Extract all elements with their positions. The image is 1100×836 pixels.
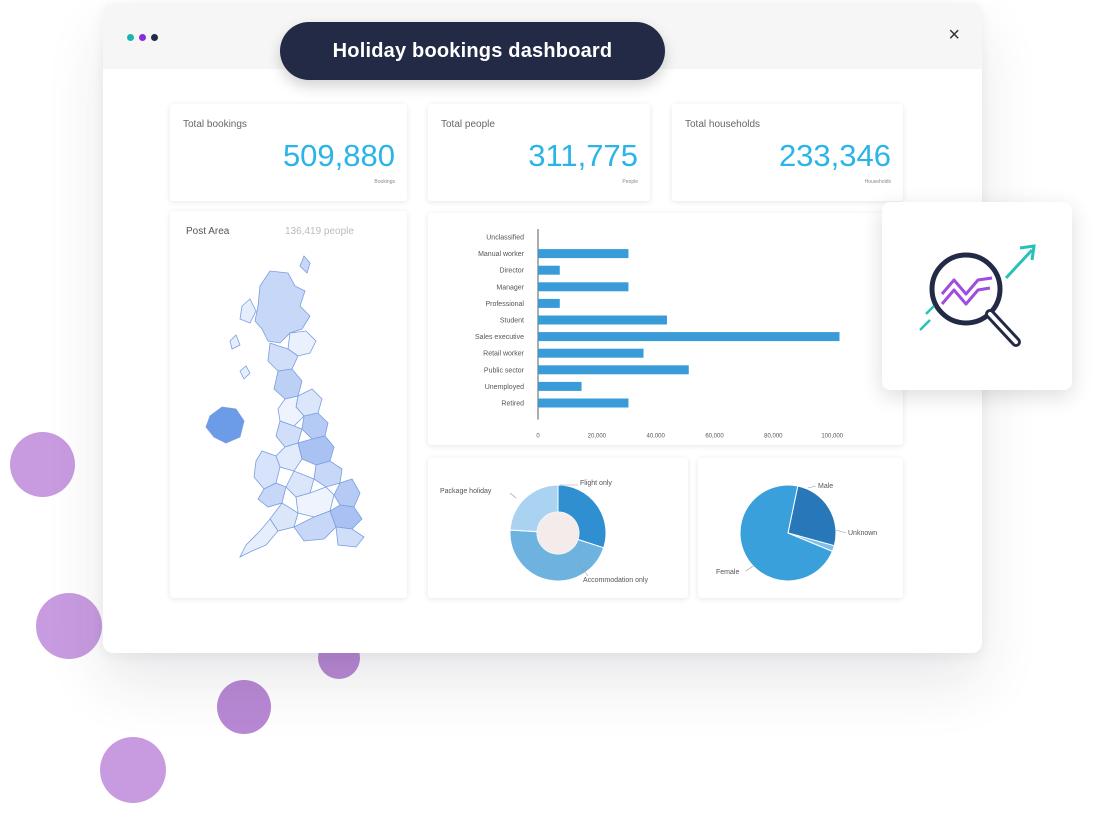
map-region (273, 368, 303, 400)
map-card: Post Area 136,419 people (170, 211, 407, 598)
pie-label: Package holiday (440, 488, 492, 495)
donut-hole (537, 512, 579, 554)
analytics-card (882, 202, 1072, 390)
search-analytics-icon (919, 244, 1036, 347)
map-region (313, 460, 343, 488)
kpi-sub: People (622, 179, 638, 185)
bar (538, 398, 629, 408)
pie-label: Accommodation only (583, 577, 648, 584)
dashboard-window: × Total bookings 509,880 Bookings Total … (103, 3, 982, 653)
map-region (295, 486, 335, 518)
map-region (297, 435, 335, 466)
map-region (299, 255, 311, 274)
donut-chart-card: Flight only Accommodation only Package hol… (428, 458, 688, 598)
bar (538, 249, 629, 259)
bar (538, 332, 840, 342)
bar-chart: Unclassified Manual worker Director Manager… (475, 229, 844, 440)
map-region (269, 502, 299, 532)
pie-leader (509, 492, 517, 499)
bar-category-label: Student (500, 318, 524, 325)
pie-slice (787, 485, 837, 547)
uk-map (205, 255, 365, 558)
kpi-sub: Households (864, 179, 891, 185)
kpi-card-households: Total households 233,346 Households (672, 104, 903, 201)
x-tick-label: 100,000 (821, 434, 843, 440)
bar-category-label: Unclassified (486, 235, 524, 242)
decor-dot (10, 432, 75, 497)
pie-leader (835, 529, 847, 534)
bar-category-label: Manager (496, 284, 524, 291)
bar-category-label: Sales executive (475, 334, 524, 341)
map-region (229, 334, 241, 350)
window-dot-purple (139, 34, 146, 41)
kpi-label: Total bookings (183, 119, 247, 130)
bar (538, 298, 560, 308)
close-icon[interactable]: × (948, 24, 960, 46)
kpi-card-people: Total people 311,775 People (428, 104, 650, 201)
x-tick-label: 80,000 (764, 434, 783, 440)
pie-label: Flight only (580, 480, 612, 487)
pie-chart: Male Unknown Female (716, 483, 877, 582)
x-tick-label: 20,000 (588, 434, 607, 440)
bar-category-label: Retail worker (483, 351, 525, 358)
bar (538, 381, 582, 391)
bar-category-label: Public sector (484, 367, 525, 374)
kpi-sub: Bookings (374, 179, 395, 185)
bar-chart-card: Unclassified Manual worker Director Manager… (428, 213, 903, 445)
pie-label: Male (818, 483, 833, 490)
donut-chart: Flight only Accommodation only Package hol… (440, 480, 648, 584)
bar (538, 265, 560, 275)
x-tick-label: 60,000 (705, 434, 724, 440)
window-dot-navy (151, 34, 158, 41)
x-tick-label: 40,000 (646, 434, 665, 440)
bar (538, 348, 644, 358)
bar-category-label: Unemployed (485, 384, 524, 391)
bar-category-label: Director (499, 268, 524, 275)
bar-category-label: Professional (485, 301, 524, 308)
pie-slice (739, 484, 833, 582)
bar-category-label: Manual worker (478, 251, 525, 258)
bar (538, 365, 689, 375)
kpi-label: Total people (441, 119, 495, 130)
pie-label: Unknown (848, 530, 877, 537)
pie-label: Female (716, 569, 739, 576)
map-region (205, 406, 245, 444)
decor-dot (100, 737, 166, 803)
kpi-card-bookings: Total bookings 509,880 Bookings (170, 104, 407, 201)
map-region (239, 518, 279, 558)
map-region (301, 412, 329, 440)
bar (538, 282, 629, 292)
decor-dot (217, 680, 271, 734)
kpi-value: 509,880 (282, 138, 395, 173)
map-region (335, 526, 365, 548)
pie-leader (745, 565, 754, 572)
bar-category-label: Retired (501, 401, 524, 408)
map-region (277, 395, 305, 427)
pie-chart-card: Male Unknown Female (698, 458, 903, 598)
x-tick-label: 0 (536, 434, 540, 440)
pie-leader (577, 562, 589, 577)
map-title: Post Area (186, 226, 230, 237)
window-dot-teal (127, 34, 134, 41)
pie-leader (807, 485, 817, 489)
map-subtitle: 136,419 people (285, 226, 354, 237)
kpi-value: 311,775 (528, 138, 638, 173)
dashboard-title: Holiday bookings dashboard (280, 22, 665, 80)
decor-dot (36, 593, 102, 659)
map-region (254, 270, 311, 344)
map-region (239, 298, 257, 324)
bar (538, 315, 667, 325)
map-region (239, 365, 251, 380)
kpi-value: 233,346 (778, 138, 891, 173)
kpi-label: Total households (685, 119, 761, 130)
